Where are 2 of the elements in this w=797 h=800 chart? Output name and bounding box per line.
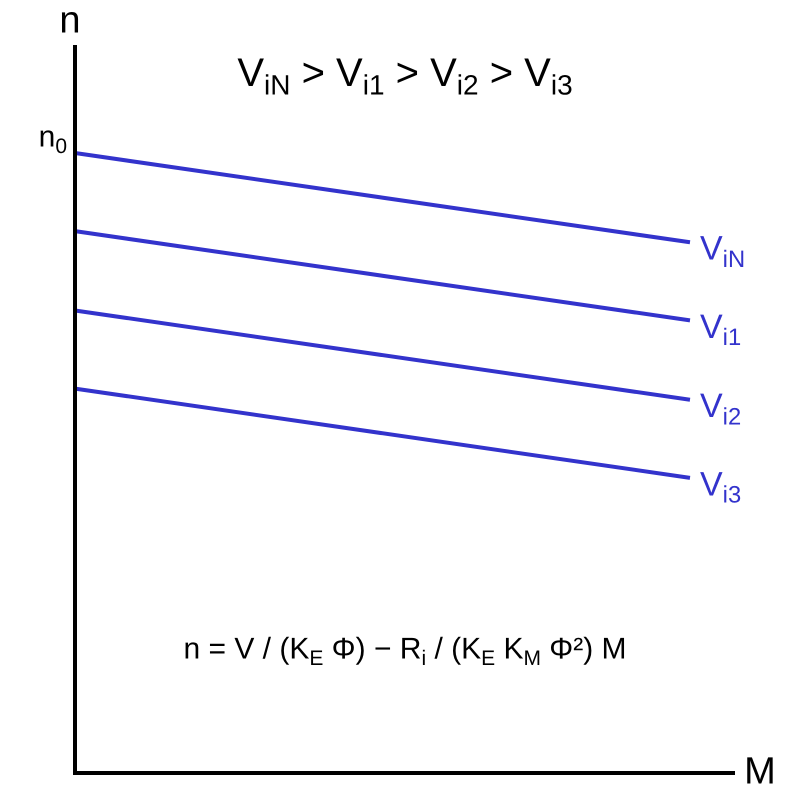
x-axis-title: M bbox=[744, 750, 776, 792]
y-axis-title: n bbox=[59, 0, 81, 42]
